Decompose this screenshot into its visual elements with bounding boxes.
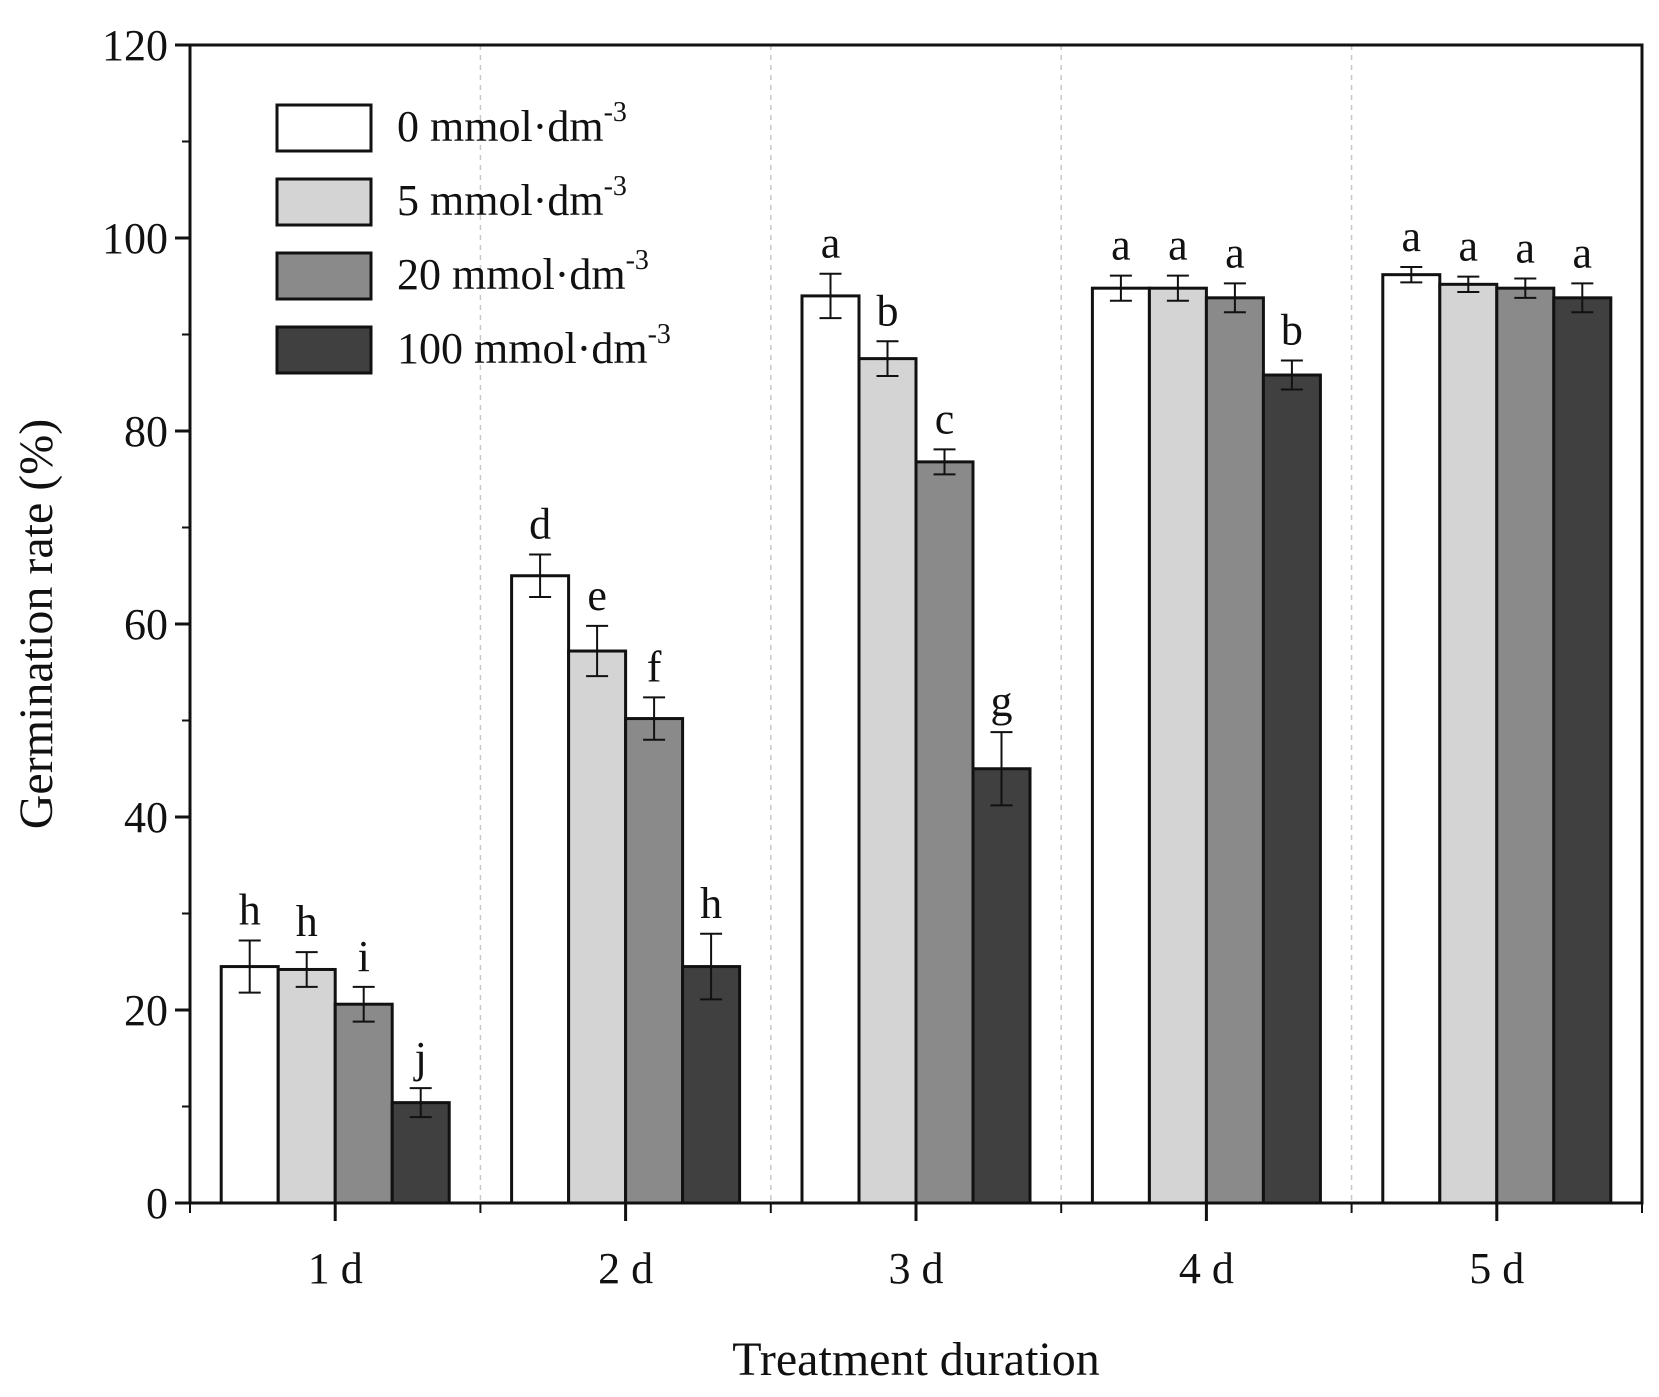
bar	[219, 965, 280, 1205]
bar	[390, 1101, 451, 1205]
legend-swatch	[275, 177, 373, 227]
significance-letter: d	[529, 500, 551, 549]
legend-label-superscript: -3	[604, 171, 627, 202]
significance-letter: h	[296, 897, 318, 946]
legend-swatch	[275, 103, 373, 153]
y-tick-label: 120	[102, 21, 168, 70]
bar	[333, 1002, 394, 1205]
x-tick-label: 2 d	[598, 1244, 653, 1293]
significance-letter: a	[1459, 222, 1479, 271]
error-bars	[238, 265, 1594, 1119]
legend-label-superscript: -3	[604, 97, 627, 128]
significance-letter: b	[877, 286, 899, 335]
significance-letter: j	[413, 1033, 427, 1082]
legend-label: 5 mmol·dm-3	[397, 171, 627, 225]
significance-letter: a	[1402, 212, 1422, 261]
significance-letter: h	[700, 879, 722, 928]
y-tick-label: 40	[124, 793, 168, 842]
significance-letter: g	[991, 677, 1013, 726]
legend: 0 mmol·dm-3 5 mmol·dm-3 20 mmol·dm-3 100 mm…	[275, 97, 671, 375]
significance-letter: a	[1516, 224, 1536, 273]
x-tick-label: 1 d	[308, 1244, 363, 1293]
legend-label: 20 mmol·dm-3	[397, 245, 649, 299]
bar	[624, 717, 685, 1205]
bar	[971, 767, 1032, 1205]
significance-letter: b	[1281, 306, 1303, 355]
significance-letter: i	[358, 932, 370, 981]
legend-label-superscript: -3	[648, 319, 671, 350]
bar	[681, 965, 742, 1205]
significance-letter: a	[821, 219, 841, 268]
y-tick-label: 100	[102, 214, 168, 263]
x-axis-title: Treatment duration	[732, 1333, 1100, 1386]
significance-letter: e	[587, 571, 607, 620]
bar	[1438, 282, 1499, 1205]
significance-letter: c	[935, 394, 955, 443]
y-tick-label: 60	[124, 600, 168, 649]
significance-letter: a	[1225, 228, 1245, 277]
bar	[1495, 286, 1556, 1205]
y-axis-title: Germination rate (%)	[10, 419, 63, 829]
significance-letter: f	[647, 642, 662, 691]
bar	[1261, 373, 1322, 1205]
y-axis: 0 20 40 60 80 100 120	[102, 21, 190, 1228]
y-tick-label: 80	[124, 407, 168, 456]
group-separators	[479, 45, 1353, 1203]
y-tick-label: 0	[146, 1179, 168, 1228]
x-tick-label: 4 d	[1179, 1244, 1234, 1293]
significance-letter: a	[1573, 228, 1593, 277]
x-axis: 1 d 2 d 3 d 4 d 5 d	[189, 1203, 1643, 1293]
legend-label: 100 mmol·dm-3	[397, 319, 671, 373]
legend-swatch	[275, 251, 373, 301]
x-tick-label: 3 d	[889, 1244, 944, 1293]
bar	[1552, 296, 1613, 1205]
x-tick-label: 5 d	[1469, 1244, 1524, 1293]
bar	[914, 460, 975, 1205]
bar	[1147, 286, 1208, 1205]
significance-letter: a	[1111, 221, 1131, 270]
bars	[219, 273, 1613, 1205]
significance-letter: a	[1168, 221, 1188, 270]
legend-swatch	[275, 325, 373, 375]
bar	[567, 649, 628, 1205]
y-tick-label: 20	[124, 986, 168, 1035]
bar	[857, 357, 918, 1205]
legend-label-superscript: -3	[626, 245, 649, 276]
bar	[1204, 296, 1265, 1205]
significance-letter: h	[239, 886, 261, 935]
bar	[800, 294, 861, 1205]
bar	[1381, 273, 1442, 1205]
bar	[276, 967, 337, 1205]
legend-label: 0 mmol·dm-3	[397, 97, 627, 151]
bar	[1090, 286, 1151, 1205]
bar	[510, 574, 571, 1205]
